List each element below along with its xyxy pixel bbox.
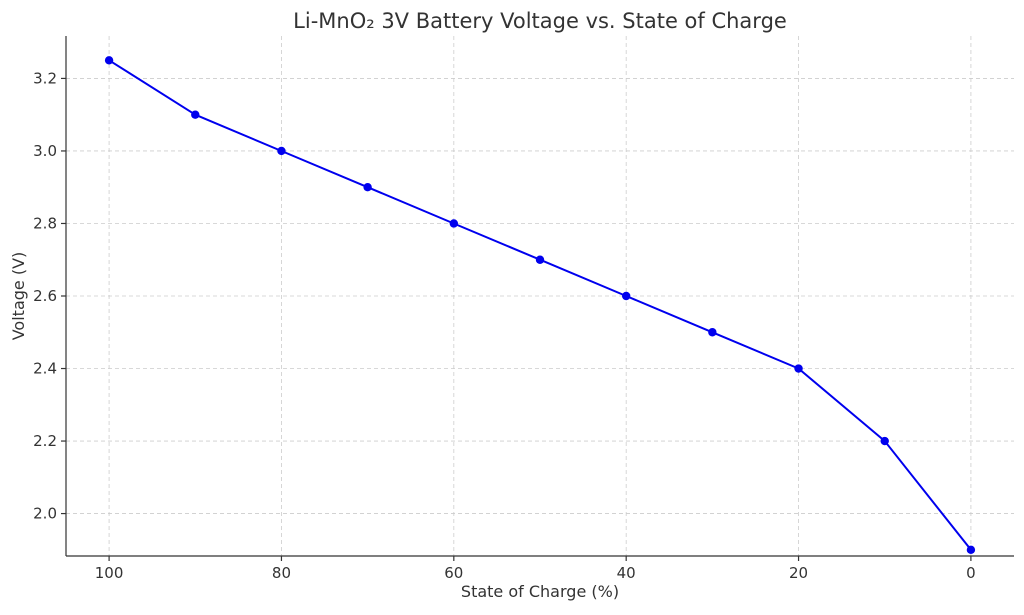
x-tick-label: 80: [272, 564, 291, 582]
y-tick-label: 2.2: [33, 432, 57, 450]
grid-layer: [66, 36, 1014, 556]
x-tick-label: 20: [789, 564, 808, 582]
y-tick-label: 3.2: [33, 69, 57, 87]
data-point: [104, 56, 114, 65]
y-tick-label: 2.8: [33, 214, 57, 232]
data-point: [191, 110, 200, 119]
x-tick-label: 40: [617, 564, 636, 582]
data-point: [277, 146, 286, 156]
series-line: [108, 59, 972, 551]
data-point: [708, 328, 717, 337]
data-point: [880, 436, 889, 446]
x-axis-label: State of Charge (%): [461, 582, 619, 601]
x-tick-label: 0: [966, 564, 976, 582]
x-tick-label: 100: [95, 564, 124, 582]
data-point: [535, 255, 545, 264]
data-point: [363, 183, 372, 192]
x-ticks: 100 80 60 40 20 0: [95, 556, 976, 582]
data-point: [449, 219, 459, 228]
data-point: [966, 545, 976, 555]
y-tick-label: 2.6: [33, 287, 57, 305]
data-point: [794, 364, 803, 373]
y-tick-label: 3.0: [33, 142, 57, 160]
y-tick-label: 2.4: [33, 360, 57, 378]
y-axis-label: Voltage (V): [9, 252, 28, 341]
y-ticks: 2.0 2.2 2.4 2.6 2.8 3.0 3.2: [33, 69, 66, 523]
chart-title: Li-MnO₂ 3V Battery Voltage vs. State of …: [293, 9, 787, 33]
x-tick-label: 60: [444, 564, 463, 582]
data-point: [621, 291, 631, 301]
series-layer: [104, 56, 976, 555]
y-tick-label: 2.0: [33, 505, 57, 523]
